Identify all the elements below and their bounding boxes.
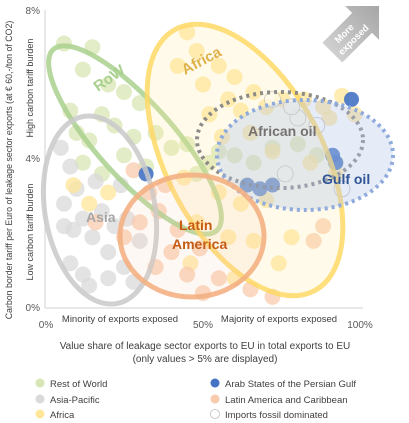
data-point [169, 57, 186, 74]
ellipse-africa [144, 21, 346, 299]
ellipse-row [46, 43, 224, 237]
x-tick-label: 0% [39, 320, 54, 331]
data-point [226, 69, 243, 85]
data-point [270, 255, 287, 272]
data-point [283, 229, 300, 246]
legend-marker [35, 378, 45, 388]
y-tick-label: 4% [26, 154, 41, 165]
legend-marker [35, 409, 45, 419]
data-point [264, 143, 281, 160]
data-point [289, 136, 306, 153]
data-point [191, 240, 208, 257]
data-point [195, 76, 211, 93]
data-point [100, 76, 117, 93]
legend-marker [210, 409, 220, 419]
data-point [163, 139, 180, 156]
data-point [74, 61, 91, 78]
x-axis-note: (only values > 5% are displayed) [133, 354, 278, 365]
data-point [220, 91, 237, 108]
data-point [276, 165, 294, 183]
data-point [116, 147, 132, 164]
data-point [116, 84, 132, 100]
data-point [56, 218, 72, 235]
legend-label: Arab States of the Persian Gulf [225, 379, 356, 390]
data-point [179, 266, 196, 283]
data-point [188, 43, 205, 59]
legend-label: Latin America and Caribbean [225, 395, 348, 406]
data-point [131, 95, 148, 112]
more-exposed-arrow: More exposed [322, 5, 380, 63]
data-point [131, 232, 148, 249]
data-point [74, 266, 91, 283]
data-point [100, 184, 117, 201]
group-label-gulf-oil: Gulf oil [322, 171, 370, 187]
y-axis-title: Carbon border tariff per Euro of leakage… [4, 21, 14, 320]
ellipse-latin-america [117, 172, 267, 300]
group-label-asia: Asia [86, 209, 116, 225]
data-point [87, 214, 104, 231]
data-point [245, 232, 262, 249]
legend-marker [210, 394, 220, 404]
data-point [56, 195, 72, 212]
data-point [100, 244, 117, 261]
legend-label: Asia-Pacific [50, 395, 100, 406]
x-tick-label: 50% [193, 320, 213, 331]
data-point [210, 57, 227, 74]
data-point [84, 229, 101, 246]
y-region-label-high: High carbon tariff burden [25, 39, 35, 138]
data-point [210, 270, 227, 287]
ellipse-gulf-oil [215, 98, 395, 212]
data-point [131, 214, 148, 231]
data-point [74, 154, 91, 171]
data-point [264, 91, 281, 108]
x-tick-label: 100% [347, 320, 373, 331]
group-label-latin-america-line2: America [172, 236, 227, 252]
group-ellipses [40, 21, 395, 307]
data-point [321, 110, 338, 126]
data-point [62, 158, 79, 175]
data-point [232, 102, 249, 119]
data-point [265, 177, 280, 193]
y-tick-label: 0% [26, 303, 41, 314]
legend: Rest of World Arab States of the Persian… [35, 378, 356, 421]
y-tick-label: 8% [26, 6, 41, 17]
data-point [302, 154, 319, 171]
group-label-latin-america-line1: Latin [179, 217, 212, 233]
data-point [346, 106, 363, 123]
ellipse-african-oil [195, 90, 365, 190]
data-point [220, 229, 237, 246]
x-region-label-majority: Majority of exports exposed [221, 314, 337, 325]
data-point [87, 173, 104, 190]
legend-marker [210, 378, 220, 388]
data-point [52, 139, 69, 156]
data-point [65, 177, 82, 194]
data-point [125, 162, 142, 179]
data-point [232, 195, 249, 212]
legend-label: Imports fossil dominated [225, 410, 328, 421]
data-point [74, 210, 91, 227]
data-point [305, 232, 322, 249]
x-region-label-minority: Minority of exports exposed [62, 314, 178, 325]
data-point [315, 218, 332, 235]
x-axis-title: Value share of leakage sector exports to… [60, 341, 351, 352]
y-region-label-low: Low carbon tariff burden [25, 184, 35, 281]
legend-marker [35, 394, 45, 404]
data-point [226, 147, 243, 164]
legend-label: Rest of World [50, 379, 107, 390]
data-point [100, 270, 117, 287]
data-point [344, 91, 359, 107]
legend-label: Africa [50, 410, 75, 421]
data-point [81, 195, 98, 212]
ellipse-asia [40, 113, 160, 307]
data-point [242, 124, 259, 141]
data-point [62, 255, 79, 272]
data-point [245, 154, 262, 171]
data-point [163, 244, 180, 261]
group-label-african-oil: African oil [248, 123, 316, 139]
